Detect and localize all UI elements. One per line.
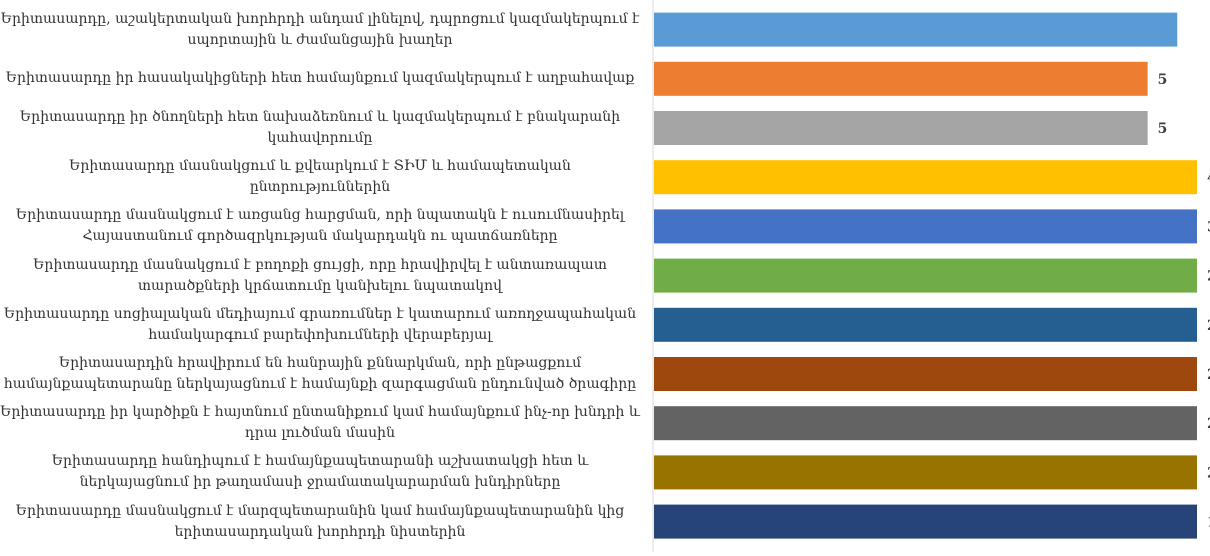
bar	[654, 160, 1197, 195]
data-label: 5	[1158, 72, 1168, 88]
bar	[654, 504, 1197, 539]
bar	[654, 357, 1197, 391]
data-label: 27.0	[1207, 318, 1210, 334]
bar	[654, 12, 1178, 47]
bar	[654, 307, 1197, 342]
category-label: Երիտասարդը մասնակցում և քվեարկում է ՏԻՄ …	[69, 158, 571, 196]
bar	[654, 111, 1148, 145]
category-label: Երիտասարդը իր հասակակիցների հետ համայնքո…	[5, 70, 635, 87]
data-label: 26.5	[1207, 416, 1210, 432]
category-label: Երիտասարդը, աշակերտական խորհրդի անդամ լի…	[0, 10, 640, 48]
bar	[654, 209, 1197, 244]
category-label: Երիտասարդը մասնակցում է մարզպետարանին կա…	[15, 502, 625, 540]
data-label: 5	[1158, 121, 1168, 137]
category-label: Երիտասարդը իր ծնողների հետ նախաձեռնում և…	[19, 109, 621, 146]
data-label: 28.9	[1207, 269, 1210, 285]
bar	[654, 61, 1148, 96]
data-label: 25.9	[1207, 465, 1210, 481]
category-label: Երիտասարդը իր կարծիքն է հայտնում ընտանիք…	[0, 404, 640, 442]
data-label: 14.9	[1207, 515, 1210, 531]
category-label: Երիտասարդին հրավիրում են հանրային քննարկ…	[3, 355, 637, 392]
data-label: 32.7	[1207, 219, 1210, 235]
category-label: Երիտասարդը սոցիալական մեդիայում գրառումն…	[3, 305, 637, 343]
category-label: Երիտասարդը մասնակցում է առցանց հարցման, …	[15, 207, 625, 245]
bar	[654, 258, 1197, 293]
data-label: 26.7	[1207, 367, 1210, 383]
category-label: Երիտասարդը հանդիպում է համայնքապետարանի …	[51, 453, 589, 491]
data-label: 41.1	[1207, 170, 1210, 186]
bar	[654, 455, 1197, 490]
category-label: Երիտասարդը մասնակցում է բողոքի ցույցի, ո…	[33, 256, 607, 294]
bar	[654, 406, 1197, 441]
